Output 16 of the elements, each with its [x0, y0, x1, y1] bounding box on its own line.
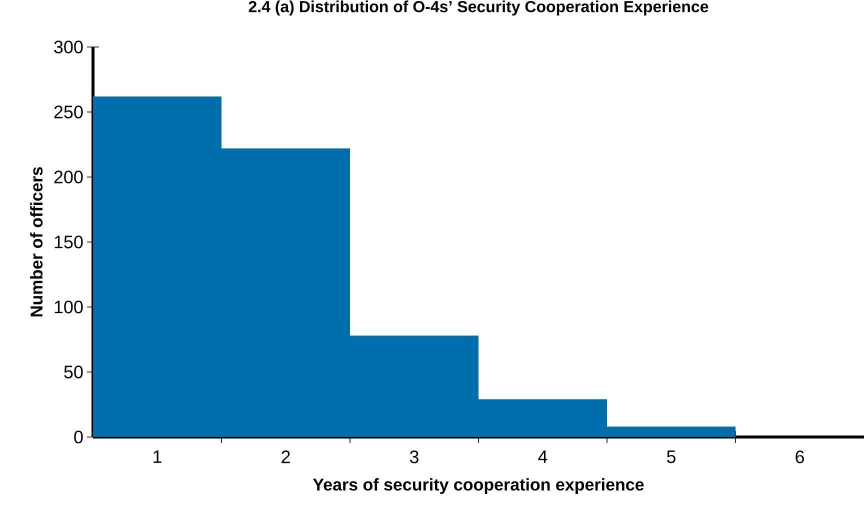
chart-title: 2.4 (a) Distribution of O-4s’ Security Cooperation Experience — [248, 0, 708, 16]
y-tick-label: 200 — [54, 170, 83, 184]
x-tick-label: 1 — [154, 450, 162, 463]
y-tick-label: 100 — [54, 300, 83, 314]
x-tick-label: 3 — [410, 450, 418, 464]
x-tick-label: 4 — [538, 450, 548, 463]
y-tick-label: 0 — [74, 430, 83, 444]
y-tick-label: 50 — [64, 366, 83, 378]
x-axis-title: Years of security cooperation experience — [312, 478, 644, 494]
x-tick-label: 6 — [796, 450, 804, 464]
x-tick-label: 5 — [666, 450, 676, 464]
x-tick-label: 2 — [282, 450, 290, 464]
y-axis-title: Number of officers — [30, 167, 43, 316]
y-tick-label: 300 — [54, 40, 83, 54]
y-tick-label: 150 — [54, 236, 83, 248]
y-tick-label: 250 — [54, 106, 83, 118]
